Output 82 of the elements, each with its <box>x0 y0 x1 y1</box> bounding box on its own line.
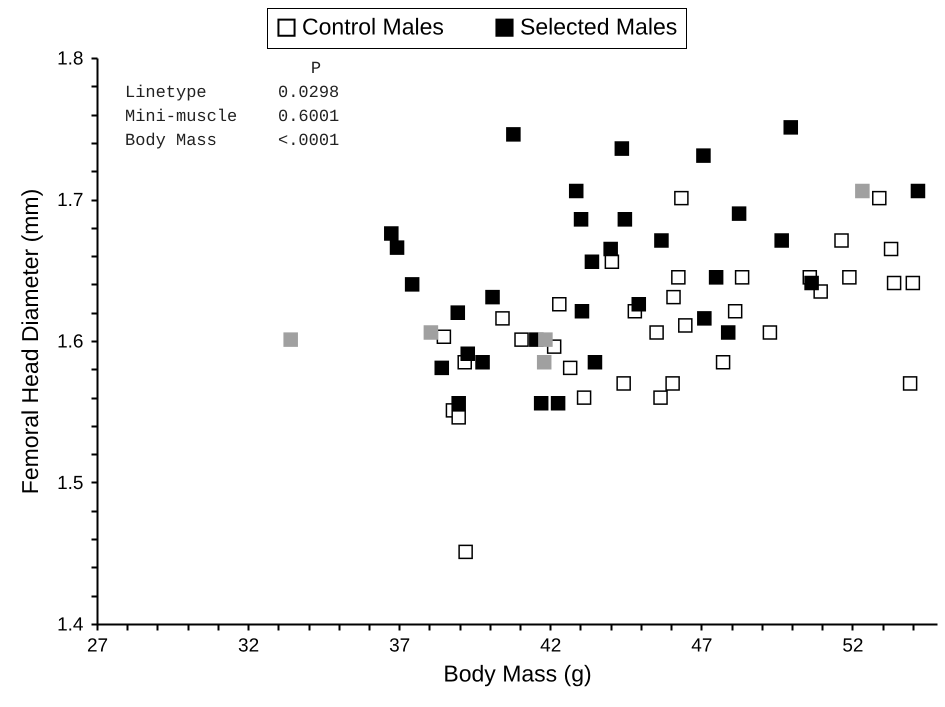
point <box>574 212 588 227</box>
point <box>902 376 918 391</box>
point <box>534 396 548 411</box>
point <box>618 212 632 227</box>
point <box>674 190 689 206</box>
point <box>678 318 693 333</box>
point <box>884 242 898 256</box>
point <box>514 332 529 347</box>
point <box>654 233 669 248</box>
x-tick-label: 37 <box>389 636 410 656</box>
point <box>568 184 584 198</box>
point <box>716 354 730 370</box>
point <box>550 396 566 411</box>
point <box>732 206 746 221</box>
point <box>886 276 902 290</box>
point <box>720 325 736 340</box>
y-tick-label: 1.6 <box>57 332 84 352</box>
point <box>671 270 686 285</box>
point <box>697 311 712 326</box>
point <box>910 184 926 198</box>
x-tick-label: 32 <box>238 636 260 656</box>
point <box>783 120 798 135</box>
y-tick-label: 1.7 <box>57 190 84 211</box>
point <box>584 254 600 270</box>
point <box>576 390 592 405</box>
point <box>734 270 750 285</box>
annotation: Mini-muscle 0.6001 <box>125 108 340 127</box>
point <box>855 184 870 198</box>
point <box>562 360 578 376</box>
point <box>451 396 466 411</box>
point <box>475 354 490 370</box>
point <box>436 329 452 344</box>
point <box>696 148 711 163</box>
point <box>434 360 450 376</box>
point <box>872 190 887 206</box>
y-tick-label: 1.4 <box>57 614 84 636</box>
point <box>451 410 466 425</box>
point <box>552 296 567 312</box>
point <box>632 296 646 312</box>
point <box>460 346 476 362</box>
legend-label: Selected Males <box>520 14 678 40</box>
point <box>762 325 778 340</box>
y-tick-label: 1.5 <box>57 473 84 494</box>
x-tick-label: 42 <box>540 636 562 656</box>
point <box>708 270 724 285</box>
point <box>649 325 664 340</box>
point <box>834 233 849 248</box>
point <box>424 325 438 340</box>
legend-label: Control Males <box>302 14 444 40</box>
point <box>536 354 552 370</box>
annotation: P <box>310 60 322 79</box>
point <box>574 304 590 319</box>
point <box>804 276 819 290</box>
point <box>603 242 618 256</box>
annotation: Body Mass <.0001 <box>125 132 340 151</box>
x-tick-label: 52 <box>842 636 864 656</box>
annotation: Linetype 0.0298 <box>125 84 340 103</box>
x-axis-title: Body Mass (g) <box>443 660 592 686</box>
x-tick-label: 47 <box>691 636 712 656</box>
point <box>458 544 473 560</box>
point <box>614 141 630 156</box>
point <box>665 376 680 391</box>
x-tick-label: 27 <box>86 636 108 656</box>
point <box>506 127 521 142</box>
point <box>390 240 404 255</box>
point <box>842 270 857 285</box>
y-tick-label: 1.8 <box>57 48 84 70</box>
point <box>538 332 553 347</box>
point <box>384 226 399 241</box>
y-axis-title: Femoral Head Diameter (mm) <box>17 188 44 494</box>
point <box>666 290 681 304</box>
point <box>728 304 742 319</box>
point <box>588 354 602 370</box>
point <box>283 332 298 347</box>
point <box>404 277 420 292</box>
point <box>485 290 500 304</box>
point <box>450 305 466 320</box>
point <box>495 311 510 326</box>
point <box>906 276 920 290</box>
point <box>774 233 789 248</box>
point <box>653 390 668 405</box>
point <box>616 376 631 391</box>
